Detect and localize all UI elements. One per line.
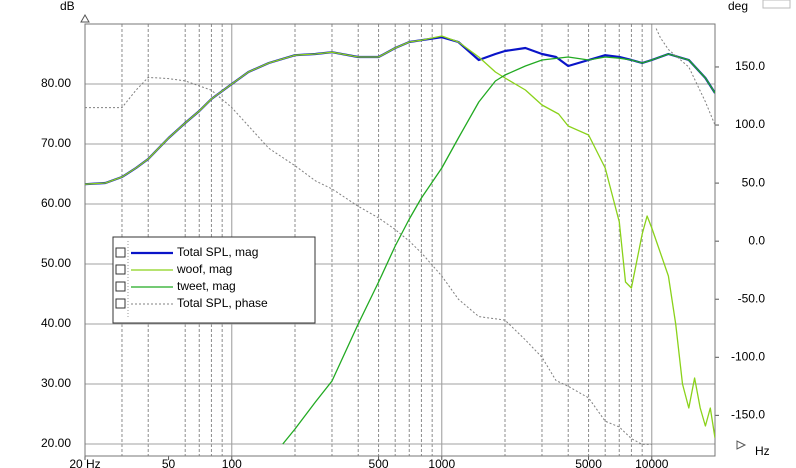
window-control[interactable] [762, 0, 791, 9]
legend-checkbox[interactable] [115, 264, 126, 275]
y2-axis-label: deg [728, 0, 748, 13]
grid [84, 24, 719, 460]
labels: 20 Hz 50 100 500 1000 5000 10000 20.00 30.00 40.0… [41, 59, 765, 468]
legend: Total SPL, mag woof, mag tweet, mag Total S… [112, 236, 316, 324]
legend-label: Total SPL, phase [177, 296, 268, 310]
y-tick-label: 80.00 [41, 76, 71, 90]
y-axis-arrow [80, 13, 90, 23]
x-tick-label: 10000 [635, 457, 669, 468]
legend-checkbox[interactable] [115, 281, 126, 292]
y2-tick-label: -50.0 [738, 291, 766, 305]
lines [85, 28, 715, 445]
x-tick-label: 1000 [428, 457, 455, 468]
x-tick-label: 50 [162, 457, 176, 468]
legend-box [112, 236, 316, 324]
y2-tick-label: 50.0 [742, 175, 766, 189]
y2-tick-label: -150.0 [731, 408, 765, 422]
series-line [85, 35, 715, 439]
x-tick-label: 20 Hz [69, 457, 100, 468]
x-axis-arrow [736, 440, 747, 450]
x-tick-label: 500 [369, 457, 389, 468]
y-tick-label: 20.00 [41, 436, 71, 450]
series-line [282, 53, 715, 445]
y-tick-label: 70.00 [41, 136, 71, 150]
legend-checkbox[interactable] [115, 247, 126, 258]
legend-checkbox[interactable] [115, 298, 126, 309]
y-tick-label: 40.00 [41, 316, 71, 330]
legend-label: woof, mag [176, 262, 232, 276]
plot-frame [84, 23, 716, 457]
y-tick-label: 50.00 [41, 256, 71, 270]
y2-tick-label: 150.0 [735, 59, 765, 73]
y2-tick-label: -100.0 [731, 349, 765, 363]
legend-label: Total SPL, mag [177, 245, 258, 259]
x-tick-label: 100 [222, 457, 242, 468]
y2-tick-label: 0.0 [748, 233, 765, 247]
y-tick-label: 30.00 [41, 376, 71, 390]
y-tick-label: 60.00 [41, 196, 71, 210]
y2-tick-label: 100.0 [735, 117, 765, 131]
x-axis-label: Hz [755, 444, 770, 458]
series-line [85, 28, 715, 445]
y-axis-label: dB [60, 0, 75, 13]
legend-label: tweet, mag [177, 279, 236, 293]
x-tick-label: 5000 [575, 457, 602, 468]
